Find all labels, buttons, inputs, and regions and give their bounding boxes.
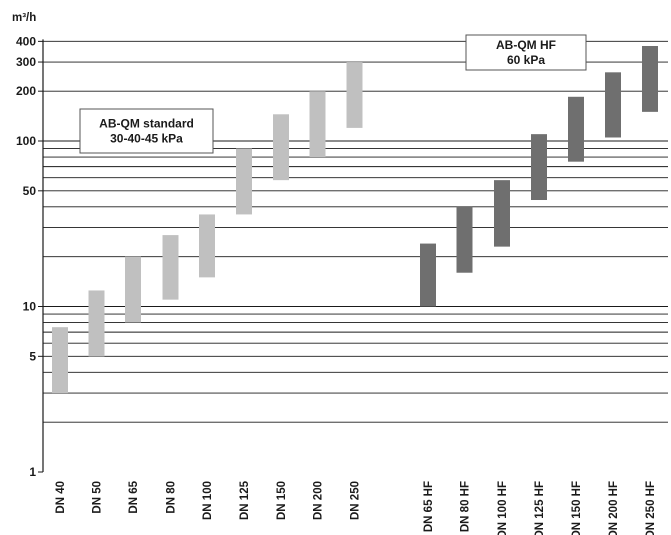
legend-entry: 30-40-45 kPa (110, 132, 183, 146)
range-bar (531, 134, 547, 201)
range-bar (420, 243, 436, 307)
y-tick-label: 400 (16, 34, 36, 48)
category-label: DN 80 HF (460, 481, 472, 532)
y-tick-label: 10 (23, 300, 37, 314)
range-bar (605, 72, 621, 138)
range-bar (346, 62, 363, 128)
category-label: DN 100 (202, 481, 214, 520)
y-axis-unit-label: m³/h (12, 12, 36, 24)
range-bar (568, 96, 584, 162)
range-bar (642, 45, 658, 112)
y-tick-label: 1 (29, 465, 36, 479)
category-label: DN 100 HF (497, 481, 509, 535)
legend-entry: AB-QM HF (496, 38, 556, 52)
legend-entry: 60 kPa (507, 53, 545, 67)
range-bar (88, 290, 105, 357)
y-tick-label: 100 (16, 134, 36, 148)
legend-entry: AB-QM standard (99, 117, 194, 131)
legend-box (465, 34, 587, 71)
range-bar (494, 180, 510, 247)
legend-box (79, 108, 214, 154)
y-tick-label: 50 (23, 184, 37, 198)
gridlines (43, 40, 668, 423)
category-label: DN 250 HF (645, 481, 657, 535)
category-label: DN 150 HF (571, 481, 583, 535)
category-label: DN 200 (313, 481, 325, 520)
y-tick-label: 5 (29, 349, 36, 363)
range-bar (199, 214, 215, 278)
range-bar (456, 206, 473, 273)
y-tick-label: 300 (16, 55, 36, 69)
category-label: DN 65 HF (423, 481, 435, 532)
category-label: DN 80 (166, 481, 178, 514)
y-tick-label: 200 (16, 84, 36, 98)
category-label: DN 65 (128, 480, 140, 513)
range-bar (309, 91, 326, 158)
range-bar (273, 114, 289, 181)
category-label: DN 125 HF (534, 481, 546, 535)
range-bar (52, 327, 68, 394)
category-label: DN 40 (55, 481, 67, 514)
category-label: DN 125 (239, 480, 251, 520)
y-axis: m³/h 1 5 10 50 100 200 300 400 (12, 12, 44, 479)
range-bar (125, 256, 141, 323)
category-label: DN 50 (92, 481, 104, 514)
category-labels: DN 40 DN 50 DN 65 DN 80 DN 100 DN 125 DN 150 DN… (55, 480, 657, 535)
range-bars (52, 45, 658, 394)
category-label: DN 200 HF (608, 481, 620, 535)
range-bar (162, 235, 179, 300)
category-label: DN 150 (276, 481, 288, 520)
range-bar (236, 148, 252, 215)
category-label: DN 250 (350, 481, 362, 520)
